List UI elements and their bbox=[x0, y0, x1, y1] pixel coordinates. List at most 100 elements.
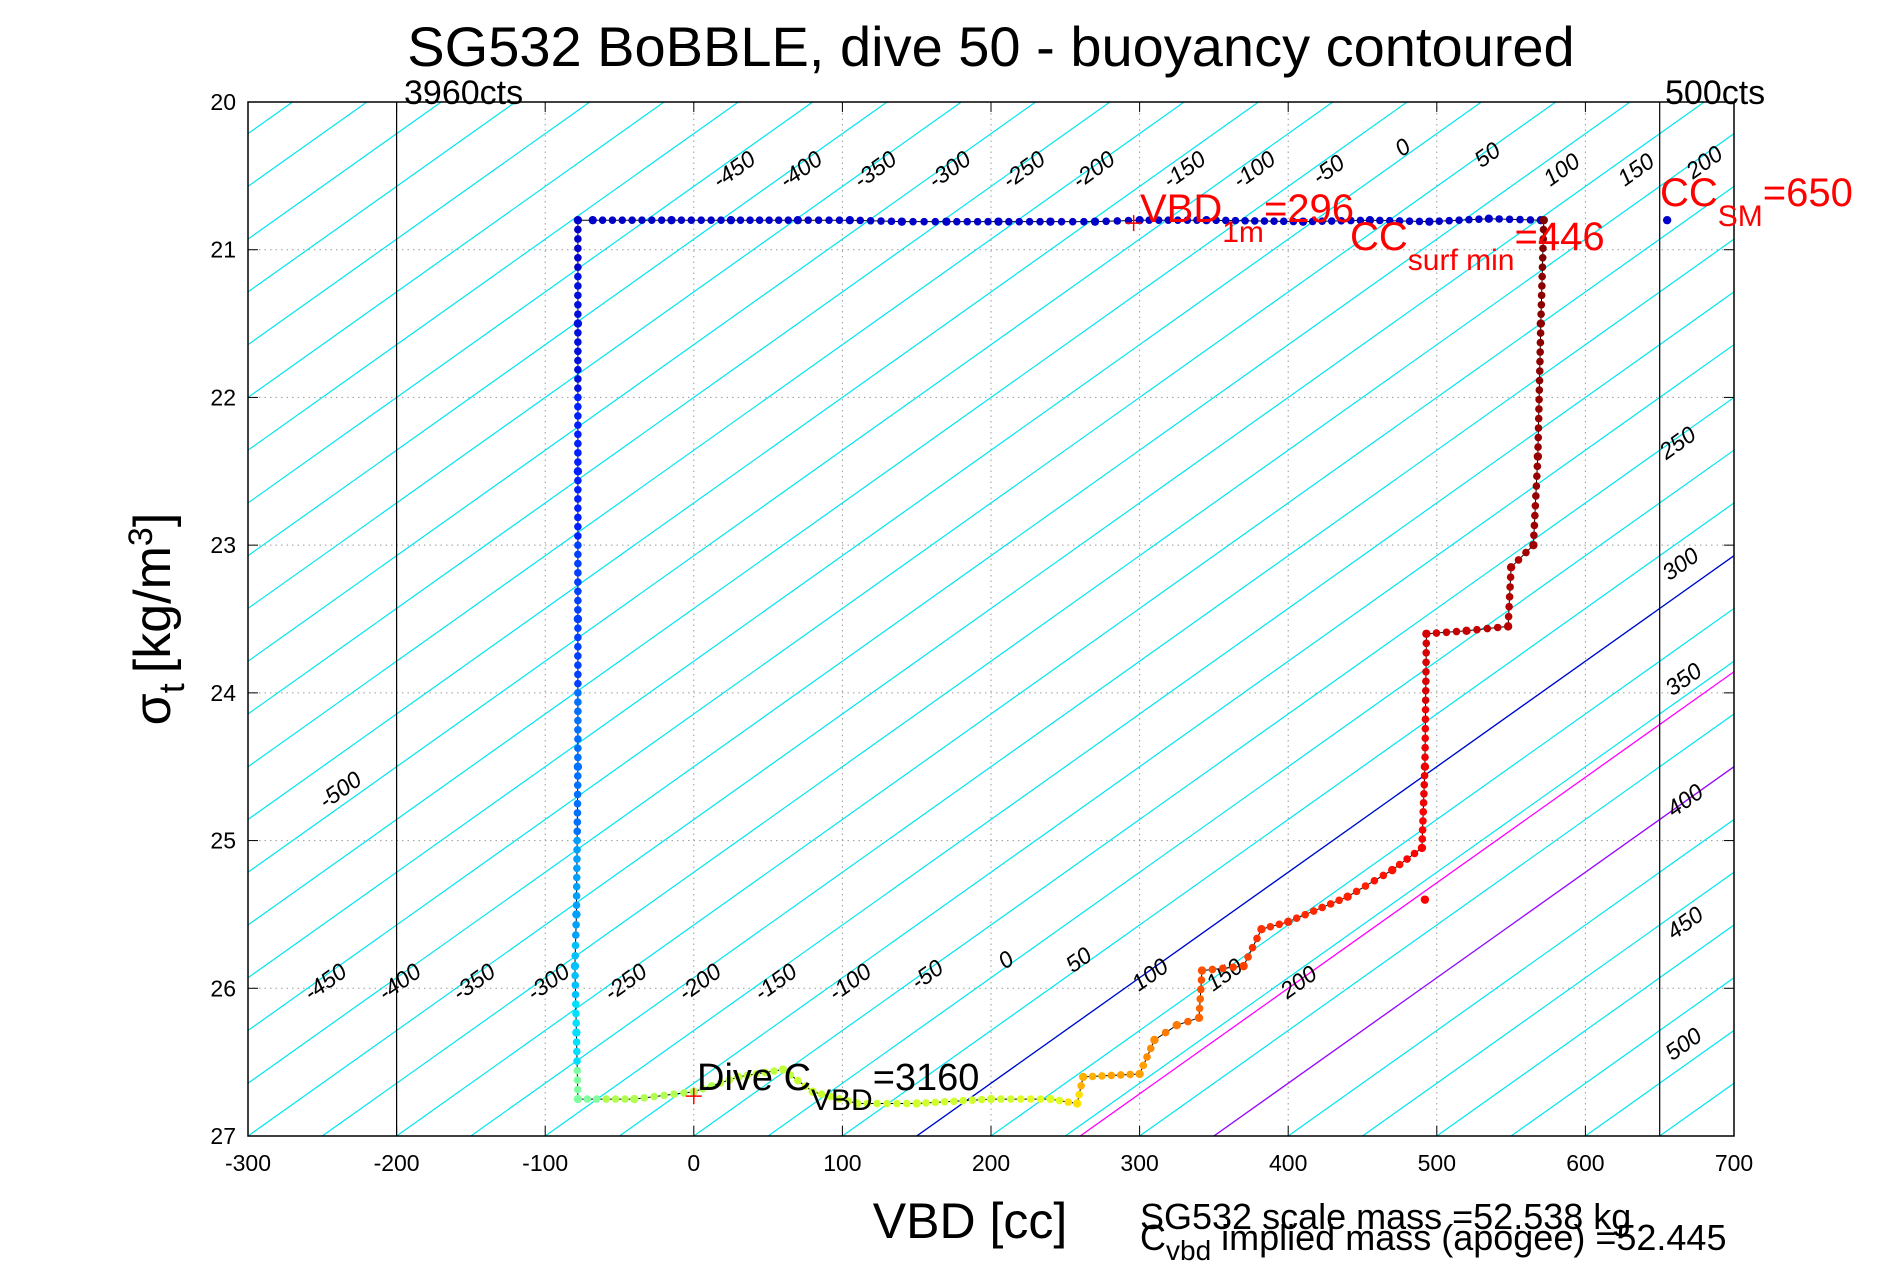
cc-surf-min-value: =446 bbox=[1514, 215, 1604, 259]
track-sample bbox=[687, 216, 696, 224]
track-point bbox=[1239, 961, 1248, 971]
dive-c-value: =3160 bbox=[873, 1057, 980, 1099]
track-sample bbox=[638, 216, 646, 224]
track-point bbox=[726, 215, 736, 225]
track-sample bbox=[814, 216, 823, 224]
track-sample bbox=[1154, 216, 1163, 224]
y-axis-label-close: ] bbox=[124, 513, 182, 527]
contour-line bbox=[248, 102, 1185, 768]
track-sample bbox=[1455, 216, 1463, 224]
implied-mass-text: Cvbd implied mass (apogee) =52.445 bbox=[1140, 1217, 1726, 1262]
track-sample bbox=[1422, 648, 1430, 657]
track-sample bbox=[574, 282, 582, 290]
track-point bbox=[778, 1065, 788, 1074]
track-sample bbox=[1516, 215, 1524, 224]
track-sample bbox=[573, 772, 582, 780]
contour-label-bottom: -250 bbox=[599, 958, 652, 1006]
track-sample bbox=[1534, 433, 1543, 442]
track-sample bbox=[997, 1095, 1005, 1103]
track-sample bbox=[1483, 624, 1492, 633]
track-point bbox=[1503, 622, 1513, 631]
track-sample bbox=[574, 532, 582, 540]
chart-title: SG532 BoBBLE, dive 50 - buoyancy contour… bbox=[407, 15, 1574, 78]
y-tick-label: 20 bbox=[210, 89, 236, 115]
cc-surf-min-annotation: CCsurf min=446 bbox=[1350, 215, 1605, 277]
track-sample bbox=[1421, 715, 1430, 724]
track-sample bbox=[1088, 1072, 1097, 1081]
track-sample bbox=[707, 1081, 716, 1090]
track-point bbox=[1298, 217, 1308, 226]
track-sample bbox=[574, 225, 582, 234]
x-tick-label: 100 bbox=[823, 1150, 861, 1176]
track-sample bbox=[660, 1091, 668, 1100]
track-sample bbox=[571, 941, 580, 950]
track-sample bbox=[698, 1084, 707, 1093]
track-sample bbox=[574, 449, 582, 457]
track-sample bbox=[1146, 1044, 1155, 1053]
contour-line bbox=[248, 102, 591, 346]
track-sample bbox=[725, 1076, 734, 1084]
vbd-1m-value: =296 bbox=[1264, 187, 1354, 231]
track-sample bbox=[1418, 826, 1427, 834]
track-point bbox=[942, 217, 951, 226]
track-sample bbox=[1005, 217, 1013, 226]
track-sample bbox=[1301, 910, 1309, 919]
track-line bbox=[574, 218, 1545, 1105]
track-sample bbox=[1421, 743, 1429, 752]
track-sample bbox=[1164, 216, 1173, 224]
track-sample bbox=[573, 1076, 582, 1084]
track-sample bbox=[877, 217, 885, 225]
track-sample bbox=[752, 1070, 761, 1078]
track-sample bbox=[574, 421, 582, 429]
contour-line bbox=[470, 238, 1734, 1136]
track-sample bbox=[574, 402, 582, 411]
track-sample bbox=[573, 1085, 582, 1094]
contour-label-bottom: -200 bbox=[673, 958, 726, 1006]
track-point bbox=[667, 215, 676, 225]
track-sample bbox=[574, 559, 582, 568]
track-sample bbox=[1196, 995, 1205, 1003]
buoyancy-contours bbox=[248, 102, 1734, 1136]
track-sample bbox=[1208, 965, 1217, 974]
track-sample bbox=[1505, 215, 1514, 224]
track-sample bbox=[1212, 216, 1220, 225]
track-sample bbox=[1419, 817, 1427, 825]
track-sample bbox=[1270, 217, 1278, 226]
track-sample bbox=[574, 235, 582, 243]
track-sample bbox=[1289, 217, 1298, 226]
contour-label-bottom: -450 bbox=[299, 958, 352, 1006]
track-sample bbox=[1419, 808, 1428, 816]
track-point bbox=[1365, 215, 1375, 225]
contour-label-top: 100 bbox=[1538, 148, 1585, 192]
track-sample bbox=[1174, 216, 1182, 224]
contour-label-top: -450 bbox=[707, 145, 760, 193]
track-sample bbox=[959, 1096, 967, 1105]
track-sample bbox=[1007, 1095, 1015, 1103]
reference-line-2 bbox=[1213, 765, 1734, 1136]
track-sample bbox=[574, 504, 582, 513]
track-sample bbox=[572, 873, 581, 882]
track-sample bbox=[1514, 556, 1523, 564]
track-sample bbox=[1403, 855, 1411, 863]
cc-sm-annotation: CCSM=650 bbox=[1660, 171, 1853, 233]
track-sample bbox=[817, 1090, 826, 1098]
track-sample bbox=[786, 1071, 795, 1079]
track-point bbox=[572, 910, 581, 919]
track-point bbox=[1150, 1035, 1159, 1045]
track-point-extra bbox=[1662, 215, 1672, 225]
track-sample bbox=[573, 827, 582, 836]
y-tick-label: 27 bbox=[210, 1123, 236, 1149]
track-sample bbox=[1435, 217, 1444, 225]
track-sample bbox=[574, 300, 582, 309]
track-point bbox=[994, 217, 1003, 226]
track-sample bbox=[608, 216, 617, 224]
track-sample bbox=[574, 347, 582, 356]
track-sample bbox=[1537, 291, 1546, 300]
track-sample bbox=[1327, 217, 1336, 225]
track-sample bbox=[866, 216, 875, 225]
track-sample bbox=[1080, 217, 1088, 226]
track-sample bbox=[573, 864, 581, 873]
track-sample bbox=[1415, 217, 1424, 226]
track-sample bbox=[1248, 943, 1257, 952]
track-sample bbox=[826, 1092, 835, 1101]
